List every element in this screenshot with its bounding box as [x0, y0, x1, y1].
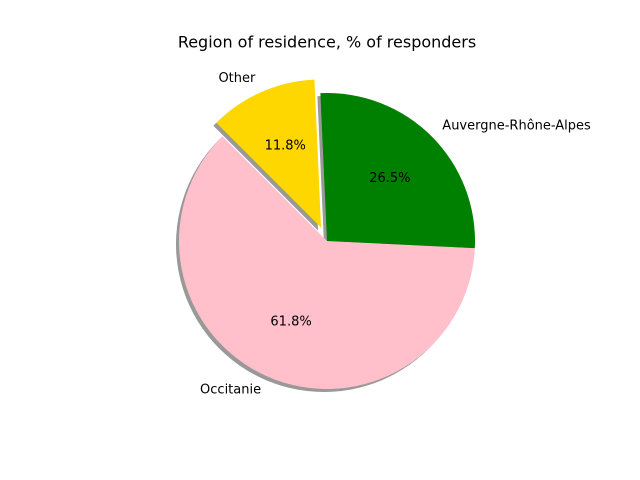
- slice-label: Other: [218, 71, 256, 86]
- slice: [179, 136, 475, 390]
- value-label: 11.8%: [265, 139, 306, 154]
- slice: [320, 92, 475, 249]
- slices: [179, 79, 475, 390]
- slice-label: Occitanie: [200, 382, 261, 397]
- slice-label: Auvergne-Rhône-Alpes: [442, 119, 591, 134]
- slice: [216, 79, 322, 228]
- value-label: 61.8%: [270, 315, 311, 330]
- value-label: 26.5%: [369, 171, 410, 186]
- chart-title: Region of residence, % of responders: [178, 33, 476, 52]
